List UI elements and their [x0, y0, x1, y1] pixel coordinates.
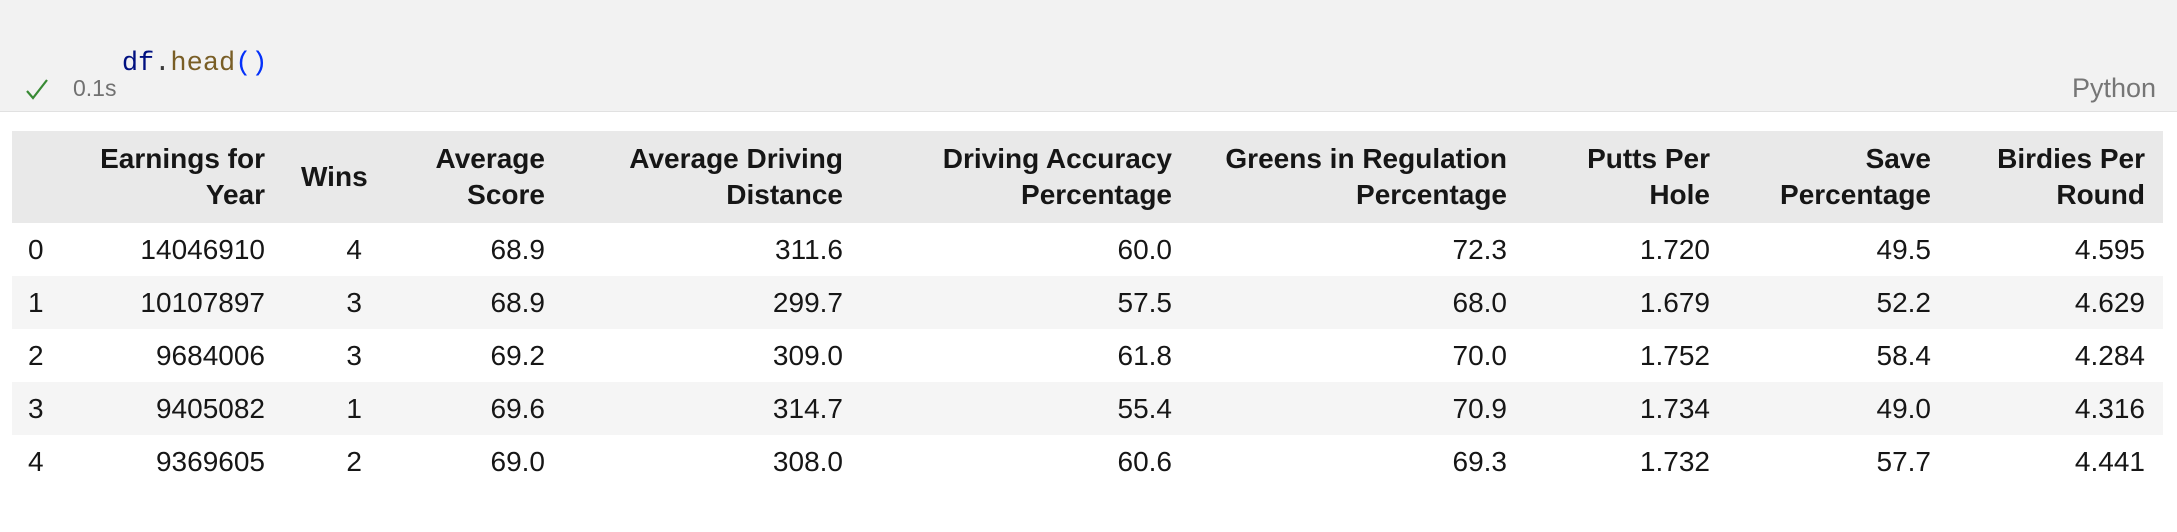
column-header: Driving Accuracy Percentage — [861, 131, 1190, 223]
table-cell: 72.3 — [1452, 234, 1508, 265]
table-cell: 49.5 — [1876, 234, 1932, 265]
table-cell: 4.629 — [2074, 287, 2145, 318]
table-row: 3 9405082 1 69.6 314.7 55.4 70.9 1.734 49.0 4.316 — [12, 382, 2163, 435]
table-cell: 69.6 — [490, 393, 546, 424]
table-cell: 1.720 — [1639, 234, 1710, 265]
execution-status: 0.1s — [24, 75, 116, 102]
table-cell: 69.3 — [1452, 446, 1508, 477]
table-body: 0 14046910 4 68.9 311.6 60.0 72.3 1.720 49.5 4.59… — [12, 223, 2163, 488]
table-row: 4 9369605 2 69.0 308.0 60.6 69.3 1.732 57.7 4.441 — [12, 435, 2163, 488]
table-cell: 60.6 — [1117, 446, 1173, 477]
header-row: Earnings for Year Wins Average Score Averag… — [12, 131, 2163, 223]
table-cell: 3 — [346, 340, 362, 371]
table-cell: 9369605 — [155, 446, 265, 477]
table-cell: 1.732 — [1639, 446, 1710, 477]
table-cell: 4 — [346, 234, 362, 265]
execution-time: 0.1s — [73, 75, 117, 101]
table-cell: 10107897 — [140, 287, 265, 318]
table-cell: 4.284 — [2074, 340, 2145, 371]
table-cell: 68.9 — [490, 234, 546, 265]
column-header: Birdies Per Round — [1949, 131, 2163, 223]
success-check-icon — [26, 78, 48, 100]
row-index: 0 — [28, 234, 44, 265]
row-index: 4 — [28, 446, 44, 477]
language-picker[interactable]: Python — [2071, 73, 2156, 103]
table-cell: 4.441 — [2074, 446, 2145, 477]
table-cell: 2 — [346, 446, 362, 477]
code-token-brackets: () — [235, 49, 268, 79]
column-header: Putts Per Hole — [1525, 131, 1728, 223]
table-cell: 4.595 — [2074, 234, 2145, 265]
table-row: 2 9684006 3 69.2 309.0 61.8 70.0 1.752 58.4 4.284 — [12, 329, 2163, 382]
column-header: Wins — [283, 131, 380, 223]
code-editor-line[interactable]: df.head() — [57, 16, 268, 112]
dataframe-table: Earnings for Year Wins Average Score Averag… — [12, 131, 2163, 488]
row-index: 1 — [28, 287, 44, 318]
table-cell: 314.7 — [772, 393, 843, 424]
table-cell: 311.6 — [775, 234, 843, 265]
dataframe-output: Earnings for Year Wins Average Score Averag… — [12, 131, 2164, 488]
table-cell: 57.5 — [1117, 287, 1173, 318]
column-header: Greens in Regulation Percentage — [1190, 131, 1525, 223]
table-cell: 3 — [346, 287, 362, 318]
table-cell: 55.4 — [1117, 393, 1173, 424]
index-column-header — [12, 131, 62, 223]
table-row: 1 10107897 3 68.9 299.7 57.5 68.0 1.679 52.2 4.62… — [12, 276, 2163, 329]
table-cell: 9684006 — [155, 340, 265, 371]
table-cell: 70.9 — [1452, 393, 1508, 424]
table-cell: 70.0 — [1452, 340, 1508, 371]
table-cell: 49.0 — [1876, 393, 1932, 424]
table-cell: 14046910 — [140, 234, 265, 265]
table-cell: 52.2 — [1876, 287, 1932, 318]
table-cell: 4.316 — [2074, 393, 2145, 424]
table-cell: 58.4 — [1876, 340, 1932, 371]
table-cell: 60.0 — [1117, 234, 1173, 265]
table-cell: 309.0 — [772, 340, 843, 371]
table-cell: 69.2 — [490, 340, 546, 371]
table-header: Earnings for Year Wins Average Score Averag… — [12, 131, 2163, 223]
column-header: Save Percentage — [1728, 131, 1949, 223]
notebook-code-cell: df.head() 0.1s Python — [0, 0, 2177, 112]
row-index: 3 — [28, 393, 44, 424]
table-cell: 68.9 — [490, 287, 546, 318]
column-header: Average Score — [380, 131, 563, 223]
table-cell: 308.0 — [772, 446, 843, 477]
table-cell: 61.8 — [1117, 340, 1173, 371]
table-cell: 57.7 — [1876, 446, 1932, 477]
table-cell: 299.7 — [772, 287, 843, 318]
table-cell: 68.0 — [1452, 287, 1508, 318]
column-header: Earnings for Year — [62, 131, 283, 223]
column-header: Average Driving Distance — [563, 131, 861, 223]
table-cell: 1.734 — [1639, 393, 1710, 424]
code-token-function: head — [170, 49, 236, 79]
table-cell: 1.752 — [1639, 340, 1710, 371]
table-cell: 1.679 — [1639, 287, 1710, 318]
table-cell: 1 — [346, 393, 362, 424]
row-index: 2 — [28, 340, 44, 371]
table-cell: 9405082 — [155, 393, 265, 424]
code-token-dot: . — [154, 49, 171, 79]
code-token-variable: df — [121, 49, 155, 79]
table-row: 0 14046910 4 68.9 311.6 60.0 72.3 1.720 49.5 4.59… — [12, 223, 2163, 276]
table-cell: 69.0 — [490, 446, 546, 477]
